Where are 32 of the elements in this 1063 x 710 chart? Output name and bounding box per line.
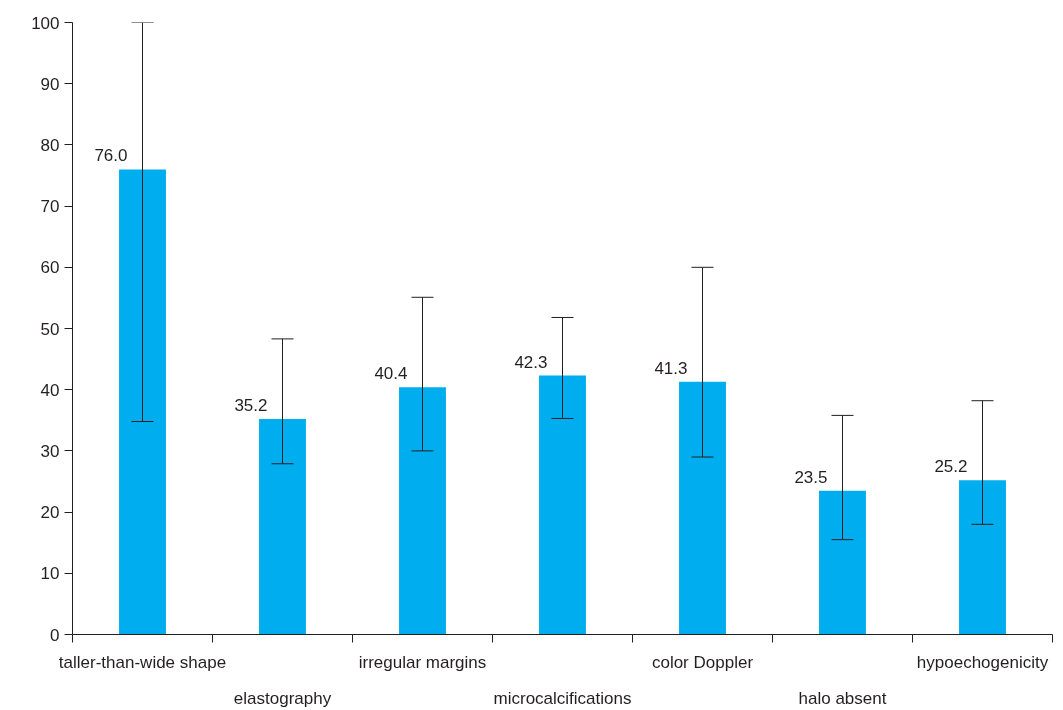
data-label: 40.4: [374, 364, 408, 384]
bar: [399, 387, 446, 635]
data-label: 42.3: [514, 352, 548, 372]
y-tick-label: 30: [40, 441, 60, 461]
x-tick-label: color Doppler: [651, 652, 754, 672]
y-tick-label: 100: [31, 13, 60, 33]
y-tick-label: 40: [40, 380, 60, 400]
data-label: 41.3: [654, 358, 688, 378]
y-tick-label: 10: [40, 564, 60, 584]
bar: [819, 490, 866, 635]
data-label: 35.2: [234, 396, 268, 416]
y-tick-label: 60: [40, 258, 60, 278]
bar: [539, 375, 586, 635]
bar: [119, 169, 166, 635]
bar: [959, 480, 1006, 635]
x-tick-label: irregular margins: [358, 652, 487, 672]
x-tick-label: halo absent: [798, 688, 887, 708]
x-tick-label: hypoechogenicity: [916, 652, 1049, 672]
x-tick-label: microcalcifications: [493, 688, 632, 708]
x-tick-label: elastography: [233, 688, 332, 708]
y-tick-label: 50: [40, 319, 60, 339]
y-tick-label: 90: [40, 74, 60, 94]
bar: [259, 419, 306, 635]
data-label: 23.5: [794, 467, 828, 487]
x-tick-label: taller-than-wide shape: [58, 652, 227, 672]
data-label: 25.2: [934, 457, 968, 477]
y-tick-label: 20: [40, 503, 60, 523]
y-tick-label: 80: [40, 135, 60, 155]
bar: [679, 381, 726, 635]
y-tick-label: 70: [40, 197, 60, 217]
data-label: 76.0: [94, 146, 128, 166]
y-tick-label: 0: [50, 625, 60, 645]
